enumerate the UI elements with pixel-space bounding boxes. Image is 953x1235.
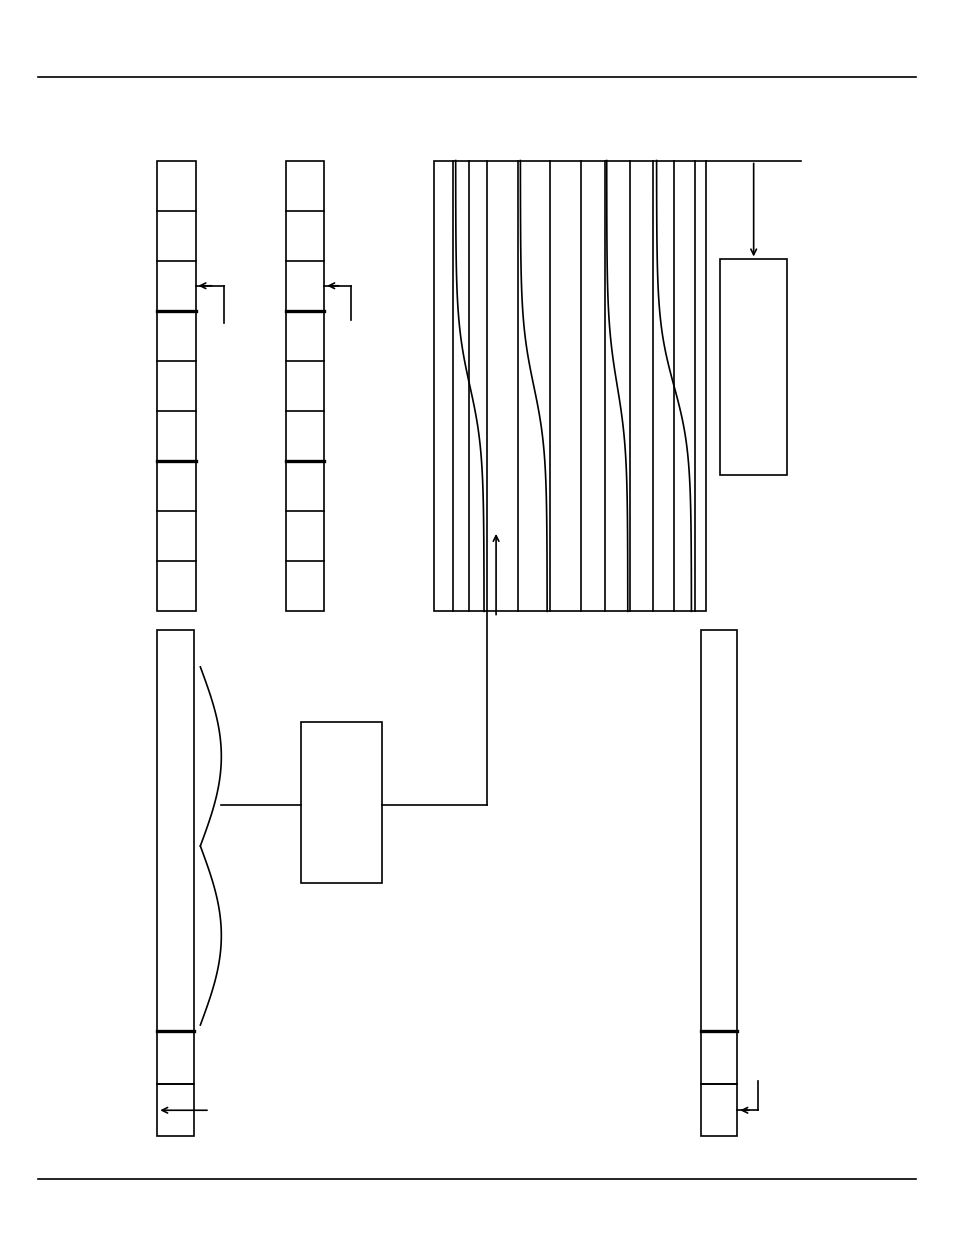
Bar <box>700 630 737 1031</box>
Bar <box>300 722 381 883</box>
Bar <box>434 161 705 611</box>
Bar <box>700 1031 737 1084</box>
Bar <box>720 259 786 475</box>
Bar <box>286 161 324 611</box>
Bar <box>157 630 193 1031</box>
Bar <box>700 1084 737 1136</box>
Bar <box>157 1084 193 1136</box>
Bar <box>157 1031 193 1084</box>
Bar <box>157 161 195 611</box>
